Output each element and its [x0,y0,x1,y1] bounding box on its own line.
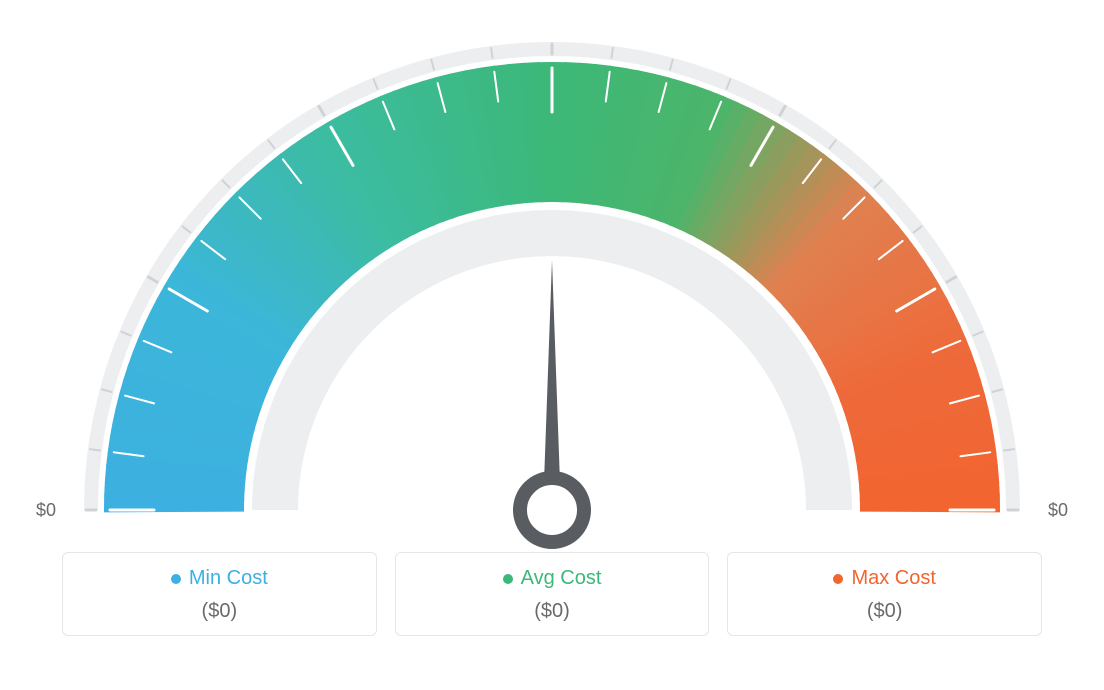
legend-row: Min Cost ($0) Avg Cost ($0) Max Cost ($0… [0,552,1104,636]
legend-title-min: Min Cost [171,567,268,590]
cost-gauge-container: $0 $0 Min Cost ($0) Avg Cost ($0) Max Cos… [0,0,1104,690]
legend-dot-max [833,574,843,584]
svg-text:$0: $0 [1048,500,1068,520]
gauge-chart: $0 $0 [0,0,1104,560]
legend-label-min: Min Cost [189,567,268,590]
legend-dot-min [171,574,181,584]
legend-title-avg: Avg Cost [503,567,602,590]
legend-value-max: ($0) [740,600,1029,623]
legend-card-min: Min Cost ($0) [62,552,377,636]
gauge-svg: $0 $0 [0,0,1104,560]
svg-text:$0: $0 [36,500,56,520]
legend-title-max: Max Cost [833,567,935,590]
legend-value-min: ($0) [75,600,364,623]
legend-label-avg: Avg Cost [521,567,602,590]
legend-value-avg: ($0) [408,600,697,623]
legend-label-max: Max Cost [851,567,935,590]
legend-card-max: Max Cost ($0) [727,552,1042,636]
legend-dot-avg [503,574,513,584]
legend-card-avg: Avg Cost ($0) [395,552,710,636]
